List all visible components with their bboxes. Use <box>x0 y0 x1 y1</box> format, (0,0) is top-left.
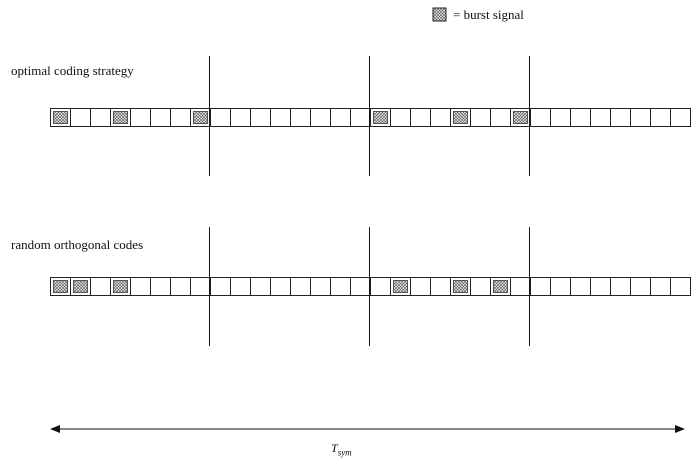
time-slot <box>530 277 551 296</box>
burst-signal-mark <box>113 111 128 124</box>
burst-signal-mark <box>513 111 528 124</box>
time-slot <box>90 108 111 127</box>
time-slot <box>150 108 171 127</box>
time-slot <box>370 277 391 296</box>
time-slot <box>570 108 591 127</box>
time-slot <box>590 277 611 296</box>
time-slot <box>210 277 231 296</box>
time-slot <box>150 277 171 296</box>
time-slot <box>310 108 331 127</box>
legend-label: = burst signal <box>453 7 524 22</box>
time-slot <box>190 277 211 296</box>
burst-signal-mark <box>113 280 128 293</box>
time-slot <box>470 108 491 127</box>
time-slot <box>250 108 271 127</box>
time-slot <box>350 277 371 296</box>
time-slot <box>170 108 191 127</box>
time-slot <box>270 277 291 296</box>
time-slot <box>330 277 351 296</box>
time-axis-arrow <box>50 425 685 433</box>
time-slot <box>210 108 231 127</box>
time-slot <box>250 277 271 296</box>
time-slot <box>270 108 291 127</box>
burst-signal-mark <box>53 111 68 124</box>
burst-signal-mark <box>453 280 468 293</box>
time-slot <box>230 108 251 127</box>
row-label-optimal-coding: optimal coding strategy <box>11 63 134 78</box>
slot-row-1 <box>50 108 691 127</box>
time-slot <box>170 277 191 296</box>
time-slot <box>130 277 151 296</box>
time-slot <box>130 108 151 127</box>
time-slot <box>330 108 351 127</box>
tsym-symbol: T <box>331 441 338 455</box>
burst-signal-mark <box>193 111 208 124</box>
burst-signal-mark <box>373 111 388 124</box>
time-slot <box>630 108 651 127</box>
slot-rows <box>50 108 691 296</box>
legend-burst-swatch <box>432 7 447 22</box>
time-slot <box>670 108 691 127</box>
time-slot <box>350 108 371 127</box>
time-slot <box>90 277 111 296</box>
time-slot <box>410 277 431 296</box>
time-slot <box>530 108 551 127</box>
time-slot <box>290 108 311 127</box>
symbol-duration-label: Tsym <box>331 442 352 457</box>
time-slot <box>430 108 451 127</box>
time-slot <box>70 108 91 127</box>
burst-signal-mark <box>453 111 468 124</box>
time-slot <box>630 277 651 296</box>
time-slot <box>650 277 671 296</box>
burst-signal-mark <box>493 280 508 293</box>
time-slot <box>410 108 431 127</box>
time-slot <box>550 108 571 127</box>
time-slot <box>570 277 591 296</box>
time-slot <box>590 108 611 127</box>
time-slot <box>310 277 331 296</box>
burst-signal-mark <box>53 280 68 293</box>
slot-row-2 <box>50 277 691 296</box>
time-slot <box>670 277 691 296</box>
time-slot <box>550 277 571 296</box>
time-slot <box>650 108 671 127</box>
time-slot <box>430 277 451 296</box>
time-slot <box>510 277 531 296</box>
time-slot <box>610 108 631 127</box>
time-slot <box>230 277 251 296</box>
time-slot <box>490 108 511 127</box>
time-slot <box>470 277 491 296</box>
burst-signal-mark <box>393 280 408 293</box>
time-slot <box>290 277 311 296</box>
row-label-random-orthogonal: random orthogonal codes <box>11 237 144 252</box>
frame-dividers <box>209 56 530 346</box>
burst-signal-mark <box>73 280 88 293</box>
time-slot <box>610 277 631 296</box>
tsym-subscript: sym <box>337 447 352 458</box>
time-slot <box>390 108 411 127</box>
